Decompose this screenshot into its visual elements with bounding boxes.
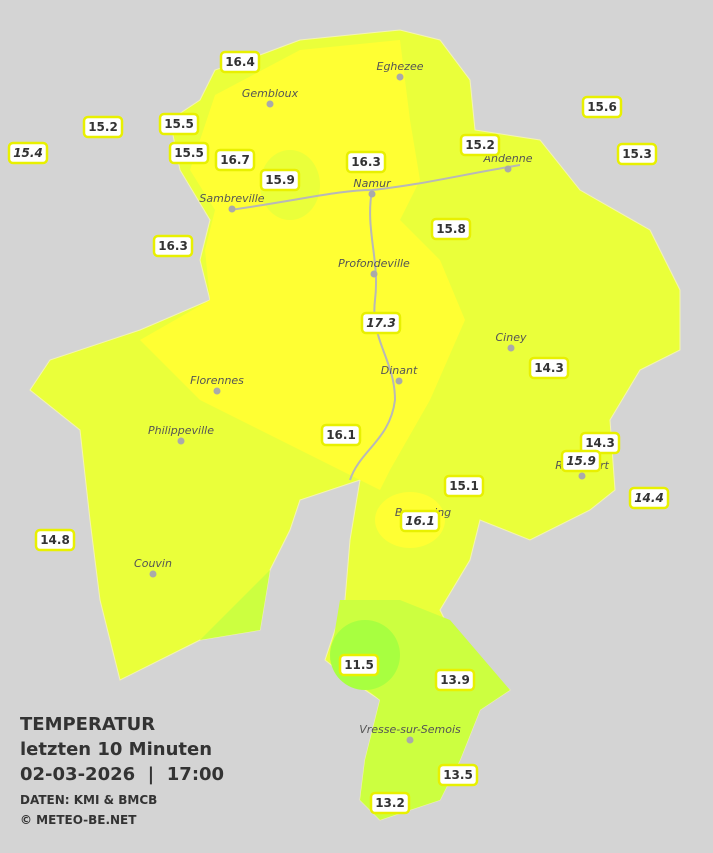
town-dot	[396, 73, 404, 81]
town-dot	[213, 387, 221, 395]
station-value: 15.8	[436, 222, 466, 236]
copyright: © METEO-BE.NET	[20, 813, 137, 827]
town-name: Namur	[353, 177, 392, 190]
town-dot	[228, 205, 236, 213]
station-value: 16.3	[351, 155, 381, 169]
town-name: Profondeville	[338, 257, 410, 270]
town-dot	[266, 100, 274, 108]
station-box	[360, 311, 402, 335]
station-value: 15.9	[566, 454, 596, 468]
town-dot	[395, 377, 403, 385]
station-box	[443, 474, 485, 498]
station-value: 15.3	[622, 147, 652, 161]
station-value: 15.6	[587, 100, 617, 114]
river	[229, 164, 521, 481]
station-value: 17.3	[366, 316, 396, 330]
town-dot	[578, 472, 586, 480]
town-dot	[406, 736, 414, 744]
station-box	[214, 148, 256, 172]
station-box	[158, 112, 200, 136]
town-dot	[370, 270, 378, 278]
station-value: 15.1	[449, 479, 479, 493]
town-name: Philippeville	[148, 424, 214, 437]
title: TEMPERATUR	[20, 714, 155, 735]
station-box	[259, 168, 301, 192]
station-box	[616, 142, 658, 166]
station-value: 16.3	[158, 239, 188, 253]
station-box	[320, 423, 362, 447]
station-value: 16.4	[225, 55, 255, 69]
town-name: Ciney	[496, 331, 527, 344]
station-box	[430, 217, 472, 241]
station-value: 15.4	[13, 146, 43, 160]
station-value: 16.1	[405, 514, 435, 528]
station-box	[581, 95, 623, 119]
station-value: 11.5	[344, 658, 374, 672]
source: DATEN: KMI & BMCB	[20, 793, 157, 807]
town-name: Couvin	[134, 557, 172, 570]
town-name: Dinant	[381, 364, 418, 377]
station-box	[7, 141, 49, 165]
station-box	[338, 653, 380, 677]
station-box	[168, 141, 210, 165]
station-box	[528, 356, 570, 380]
station-value: 14.8	[40, 533, 70, 547]
town-name: Sambreville	[199, 192, 264, 205]
station-value: 15.9	[265, 173, 295, 187]
town-dot	[149, 570, 157, 578]
station-value: 16.1	[326, 428, 356, 442]
station-value: 15.2	[465, 138, 495, 152]
station-box	[437, 763, 479, 787]
station-box	[34, 528, 76, 552]
station-box	[628, 486, 670, 510]
subtitle: letzten 10 Minuten	[20, 739, 212, 760]
station-value: 13.9	[440, 673, 470, 687]
station-box	[82, 115, 124, 139]
town-dot	[368, 190, 376, 198]
station-value: 14.3	[534, 361, 564, 375]
station-box	[345, 150, 387, 174]
timestamp: 02-03-2026 | 17:00	[20, 764, 224, 785]
town-name: Florennes	[190, 374, 244, 387]
station-box	[560, 449, 602, 473]
station-value: 15.2	[88, 120, 118, 134]
town-name: Vresse-sur-Semois	[359, 723, 461, 736]
town-dot	[504, 165, 512, 173]
town-dot	[177, 437, 185, 445]
station-box	[219, 50, 261, 74]
town-dot	[507, 344, 515, 352]
station-value: 14.4	[634, 491, 664, 505]
station-box	[152, 234, 194, 258]
legend-text: TEMPERATUR letzten 10 Minuten 02-03-2026…	[20, 714, 224, 827]
town-name: Gembloux	[242, 87, 299, 100]
station-box	[399, 509, 441, 533]
station-box	[434, 668, 476, 692]
town-name: Eghezee	[377, 60, 424, 73]
station-value: 13.2	[375, 796, 405, 810]
station-value: 13.5	[443, 768, 473, 782]
cool-zone	[200, 570, 270, 640]
station-value: 14.3	[585, 436, 615, 450]
station-value: 16.7	[220, 153, 250, 167]
station-value: 15.5	[164, 117, 194, 131]
station-value: 15.5	[174, 146, 204, 160]
station-box	[459, 133, 501, 157]
station-box	[369, 791, 411, 815]
